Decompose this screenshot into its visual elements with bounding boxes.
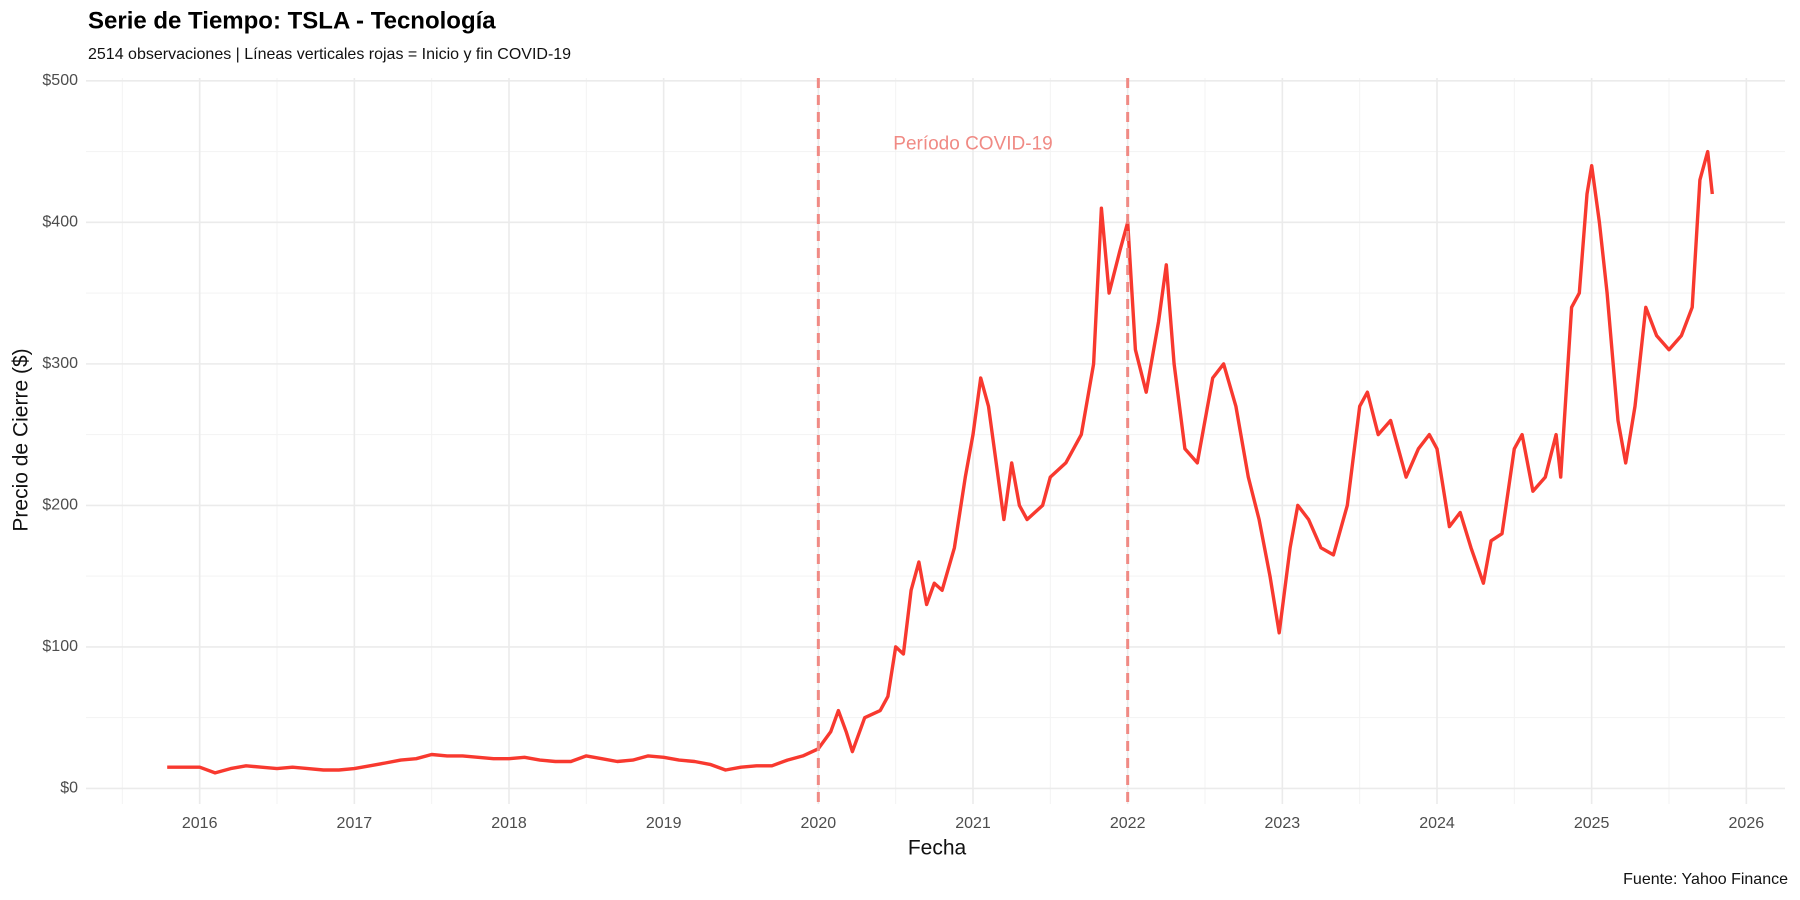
- y-tick-label: $100: [42, 638, 78, 655]
- x-tick-label: 2017: [337, 815, 373, 832]
- x-tick-label: 2023: [1265, 815, 1301, 832]
- y-axis-label: Precio de Cierre ($): [10, 348, 33, 531]
- x-tick-label: 2019: [646, 815, 682, 832]
- x-tick-label: 2016: [182, 815, 218, 832]
- chart-title: Serie de Tiempo: TSLA - Tecnología: [88, 7, 496, 34]
- y-tick-label: $500: [42, 72, 78, 89]
- caption: Fuente: Yahoo Finance: [1623, 871, 1788, 888]
- price-line: [167, 149, 1714, 775]
- x-tick-label: 2025: [1574, 815, 1610, 832]
- annotation: Período COVID-19: [893, 134, 1052, 155]
- y-tick-label: $300: [42, 355, 78, 372]
- x-tick-label: 2026: [1729, 815, 1765, 832]
- x-tick-label: 2018: [491, 815, 527, 832]
- chart-subtitle: 2514 observaciones | Líneas verticales r…: [88, 46, 571, 63]
- y-tick-label: $0: [60, 780, 78, 797]
- y-tick-label: $200: [42, 497, 78, 514]
- x-tick-label: 2020: [801, 815, 837, 832]
- y-tick-label: $400: [42, 214, 78, 231]
- x-axis-label: Fecha: [908, 837, 967, 860]
- x-tick-label: 2021: [955, 815, 991, 832]
- x-tick-label: 2022: [1110, 815, 1146, 832]
- x-tick-label: 2024: [1419, 815, 1455, 832]
